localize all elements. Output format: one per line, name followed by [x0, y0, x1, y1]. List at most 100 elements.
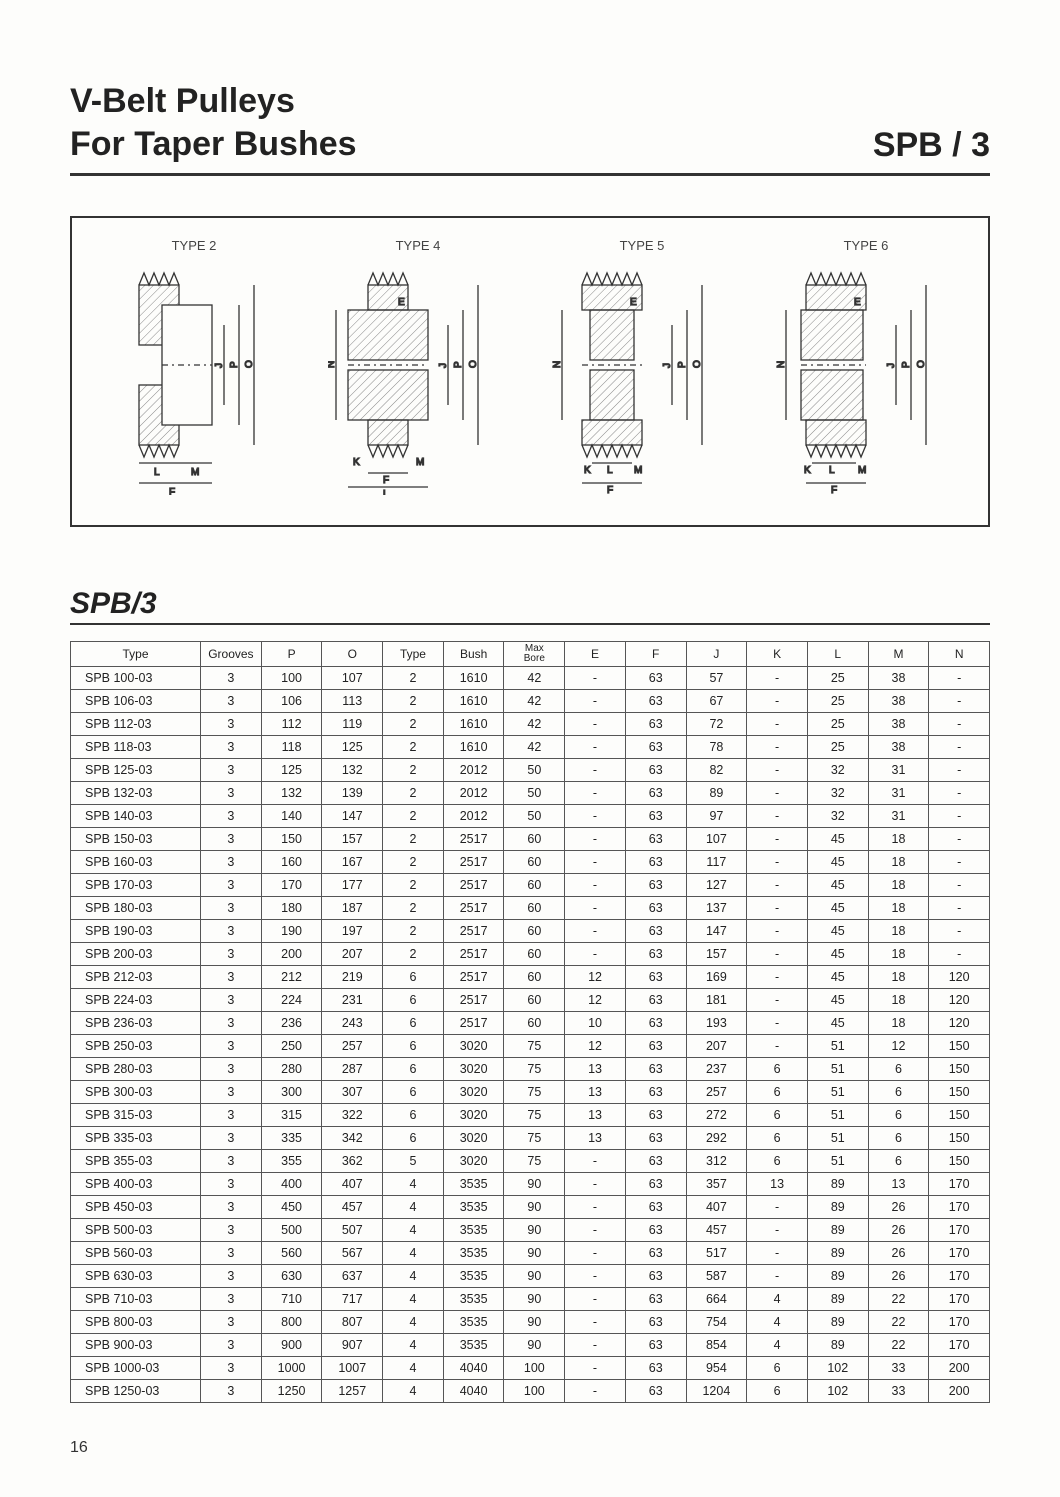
table-cell: 272	[686, 1104, 747, 1127]
table-cell: -	[747, 782, 808, 805]
table-cell: 2517	[443, 828, 504, 851]
table-cell: 6	[383, 1127, 444, 1150]
table-cell: 3535	[443, 1311, 504, 1334]
table-cell: 2	[383, 920, 444, 943]
table-cell: 90	[504, 1265, 565, 1288]
table-cell: 45	[807, 874, 868, 897]
table-cell: SPB 300-03	[71, 1081, 201, 1104]
table-cell: 710	[261, 1288, 322, 1311]
table-cell: -	[565, 1380, 626, 1403]
table-cell: 26	[868, 1265, 929, 1288]
table-cell: 63	[625, 713, 686, 736]
table-cell: 63	[625, 1311, 686, 1334]
table-cell: 38	[868, 690, 929, 713]
table-cell: 2	[383, 690, 444, 713]
diagram-type-2: TYPE 2 J	[89, 238, 299, 495]
table-cell: 3	[201, 1357, 262, 1380]
table-cell: 100	[504, 1380, 565, 1403]
diagram-type-6: TYPE 6 E N J P O K L M	[761, 238, 971, 495]
svg-text:M: M	[634, 465, 642, 476]
svg-text:N: N	[776, 361, 787, 368]
table-cell: 60	[504, 989, 565, 1012]
table-cell: 3020	[443, 1058, 504, 1081]
table-cell: -	[747, 989, 808, 1012]
table-cell: 4	[383, 1219, 444, 1242]
table-cell: 2	[383, 828, 444, 851]
table-cell: 60	[504, 1012, 565, 1035]
svg-text:J: J	[438, 363, 449, 368]
table-header: TypeGroovesPOTypeBushMaxBoreEFJKLMN	[71, 642, 990, 667]
svg-text:M: M	[191, 467, 199, 478]
table-cell: 25	[807, 736, 868, 759]
table-cell: 1610	[443, 667, 504, 690]
table-cell: 3020	[443, 1081, 504, 1104]
table-cell: -	[929, 667, 990, 690]
table-cell: 6	[747, 1150, 808, 1173]
table-row: SPB 280-033280287630207513632376516150	[71, 1058, 990, 1081]
svg-text:F: F	[169, 487, 175, 495]
table-cell: 193	[686, 1012, 747, 1035]
table-cell: 100	[504, 1357, 565, 1380]
table-cell: 63	[625, 1334, 686, 1357]
table-cell: 113	[322, 690, 383, 713]
table-cell: -	[565, 920, 626, 943]
svg-text:O: O	[468, 360, 479, 368]
table-cell: 90	[504, 1242, 565, 1265]
table-cell: 3	[201, 1380, 262, 1403]
diagram-label-6: TYPE 6	[761, 238, 971, 253]
table-cell: 280	[261, 1058, 322, 1081]
table-cell: 63	[625, 1173, 686, 1196]
table-cell: 89	[686, 782, 747, 805]
table-cell: -	[565, 874, 626, 897]
table-row: SPB 450-0334504574353590-63407-8926170	[71, 1196, 990, 1219]
table-cell: 1250	[261, 1380, 322, 1403]
table-cell: 3	[201, 736, 262, 759]
table-cell: 51	[807, 1127, 868, 1150]
table-cell: 2	[383, 782, 444, 805]
table-cell: 362	[322, 1150, 383, 1173]
diagram-type-4: TYPE 4 E N J P O K M F	[313, 238, 523, 495]
table-cell: 63	[625, 1081, 686, 1104]
table-cell: 13	[565, 1058, 626, 1081]
table-row: SPB 190-0331901972251760-63147-4518-	[71, 920, 990, 943]
table-cell: 335	[261, 1127, 322, 1150]
table-cell: 3	[201, 1288, 262, 1311]
table-row: SPB 140-0331401472201250-6397-3231-	[71, 805, 990, 828]
table-cell: 120	[929, 989, 990, 1012]
table-cell: -	[565, 943, 626, 966]
table-cell: -	[747, 1196, 808, 1219]
table-cell: 22	[868, 1288, 929, 1311]
table-cell: 224	[261, 989, 322, 1012]
table-cell: 63	[625, 1035, 686, 1058]
table-cell: 2	[383, 667, 444, 690]
table-row: SPB 710-0337107174353590-6366448922170	[71, 1288, 990, 1311]
table-cell: 6	[747, 1357, 808, 1380]
page-number: 16	[70, 1439, 88, 1457]
table-row: SPB 112-0331121192161042-6372-2538-	[71, 713, 990, 736]
table-cell: 6	[383, 1104, 444, 1127]
table-cell: 117	[686, 851, 747, 874]
table-cell: 157	[686, 943, 747, 966]
diagram-svg-6: E N J P O K L M F	[776, 265, 956, 495]
table-cell: 181	[686, 989, 747, 1012]
table-row: SPB 250-03325025763020751263207-5112150	[71, 1035, 990, 1058]
table-cell: 25	[807, 667, 868, 690]
table-cell: 200	[261, 943, 322, 966]
table-cell: 38	[868, 713, 929, 736]
table-cell: 51	[807, 1035, 868, 1058]
table-cell: -	[929, 713, 990, 736]
table-cell: 2	[383, 874, 444, 897]
table-cell: 139	[322, 782, 383, 805]
table-cell: SPB 236-03	[71, 1012, 201, 1035]
table-cell: 3	[201, 713, 262, 736]
table-cell: 630	[261, 1265, 322, 1288]
table-cell: 407	[686, 1196, 747, 1219]
svg-text:K: K	[584, 465, 591, 476]
table-cell: 13	[565, 1127, 626, 1150]
table-cell: 357	[686, 1173, 747, 1196]
table-cell: 587	[686, 1265, 747, 1288]
table-cell: -	[747, 759, 808, 782]
table-cell: 1610	[443, 736, 504, 759]
table-cell: 33	[868, 1357, 929, 1380]
table-cell: 4	[383, 1173, 444, 1196]
